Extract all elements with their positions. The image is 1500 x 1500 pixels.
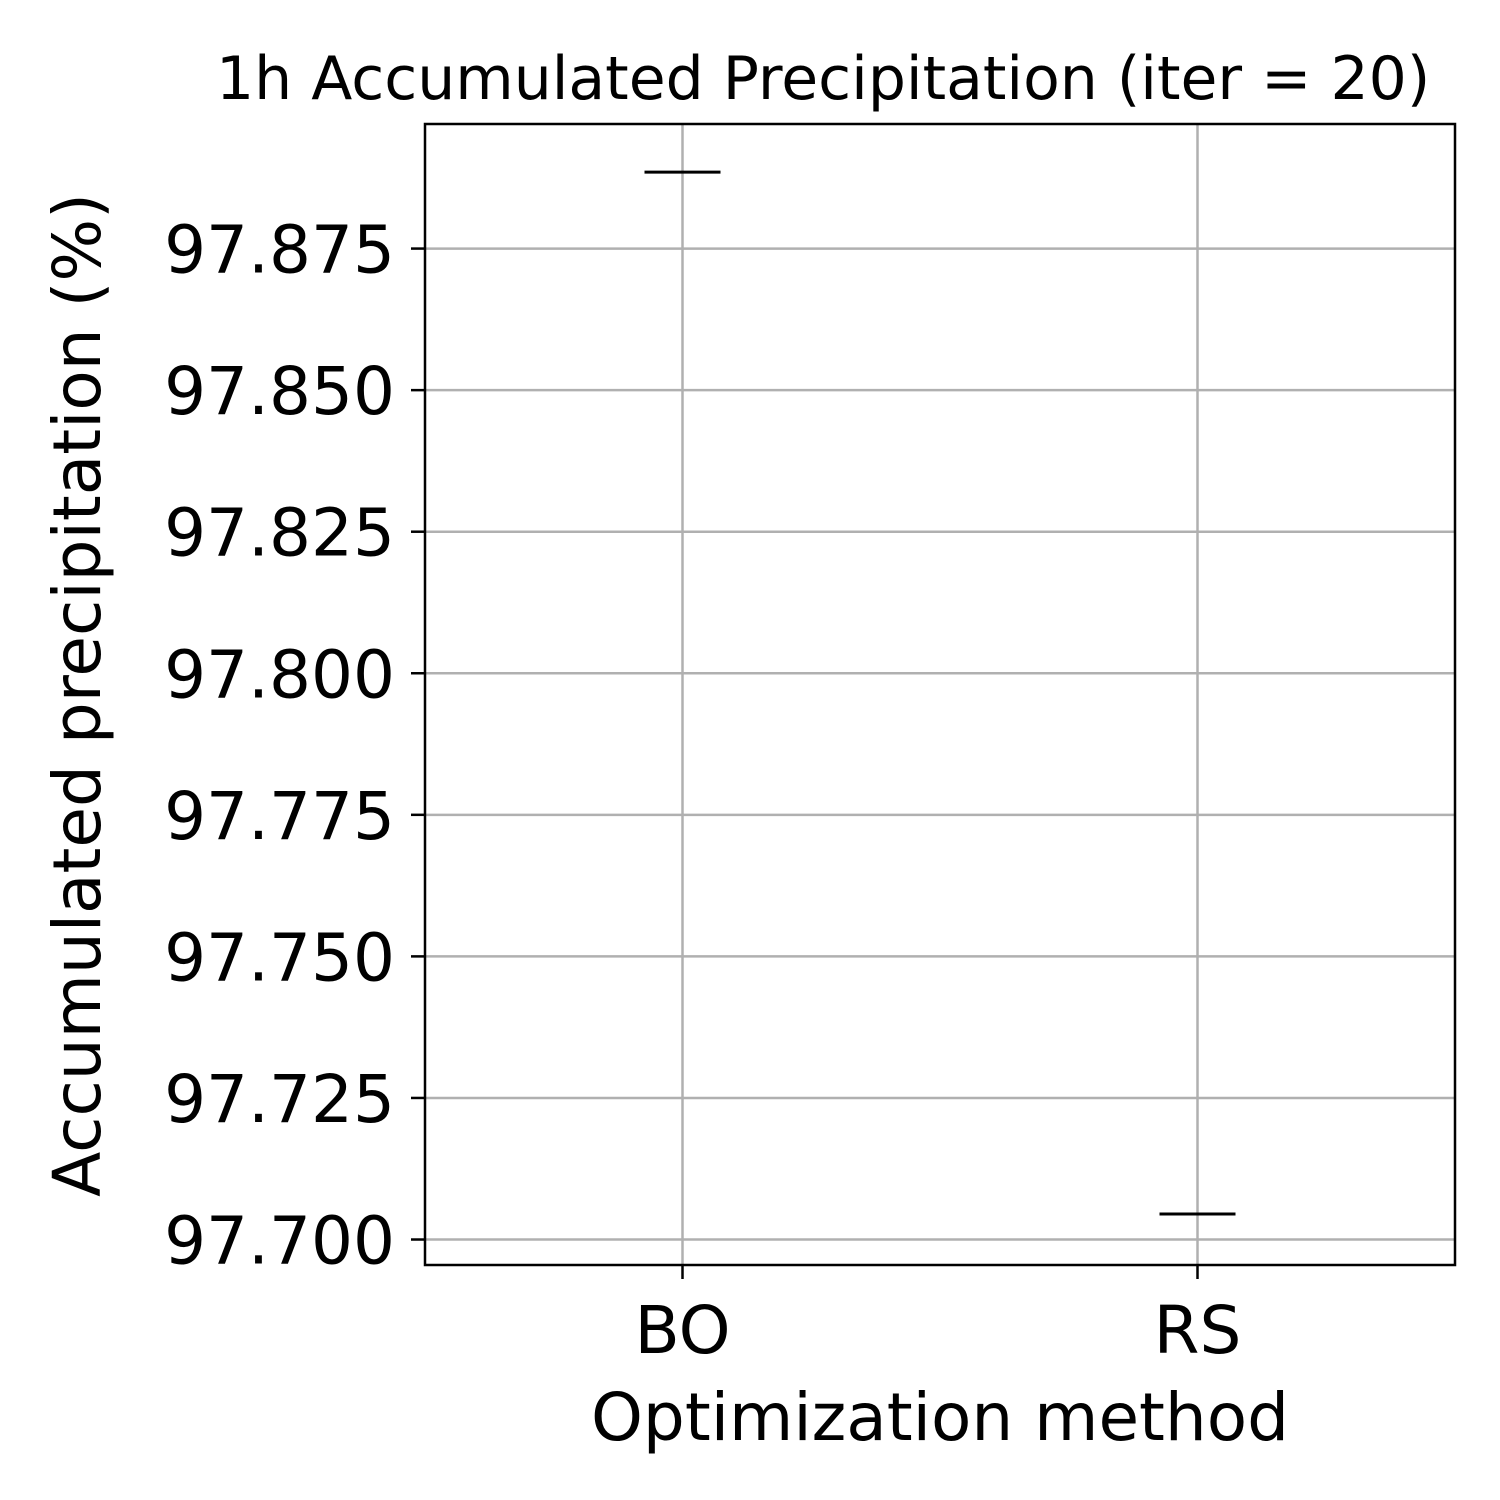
x-tick-label-bo: BO: [634, 1292, 730, 1369]
y-tick-label: 97.725: [164, 1061, 395, 1138]
x-axis-title: Optimization method: [591, 1379, 1289, 1456]
grid-lines: [425, 124, 1455, 1265]
y-tick-label: 97.850: [164, 353, 395, 430]
x-tick-label-rs: RS: [1154, 1292, 1242, 1369]
y-tick-label: 97.775: [164, 778, 395, 855]
y-tick-label: 97.800: [164, 636, 395, 713]
y-tick-label: 97.700: [164, 1203, 395, 1280]
chart-title: 1h Accumulated Precipitation (iter = 20): [216, 44, 1430, 114]
plot-frame: [423, 122, 1457, 1267]
y-axis-title: Accumulated precipitation (%): [39, 193, 116, 1197]
y-tick-label: 97.875: [164, 212, 395, 289]
box-medians: [644, 170, 1236, 1216]
y-tick-label: 97.750: [164, 919, 395, 996]
y-tick-label: 97.825: [164, 495, 395, 572]
axis-ticks: 97.700 97.725 97.750 97.775 97.800 97.825 97.8…: [164, 212, 1241, 1369]
